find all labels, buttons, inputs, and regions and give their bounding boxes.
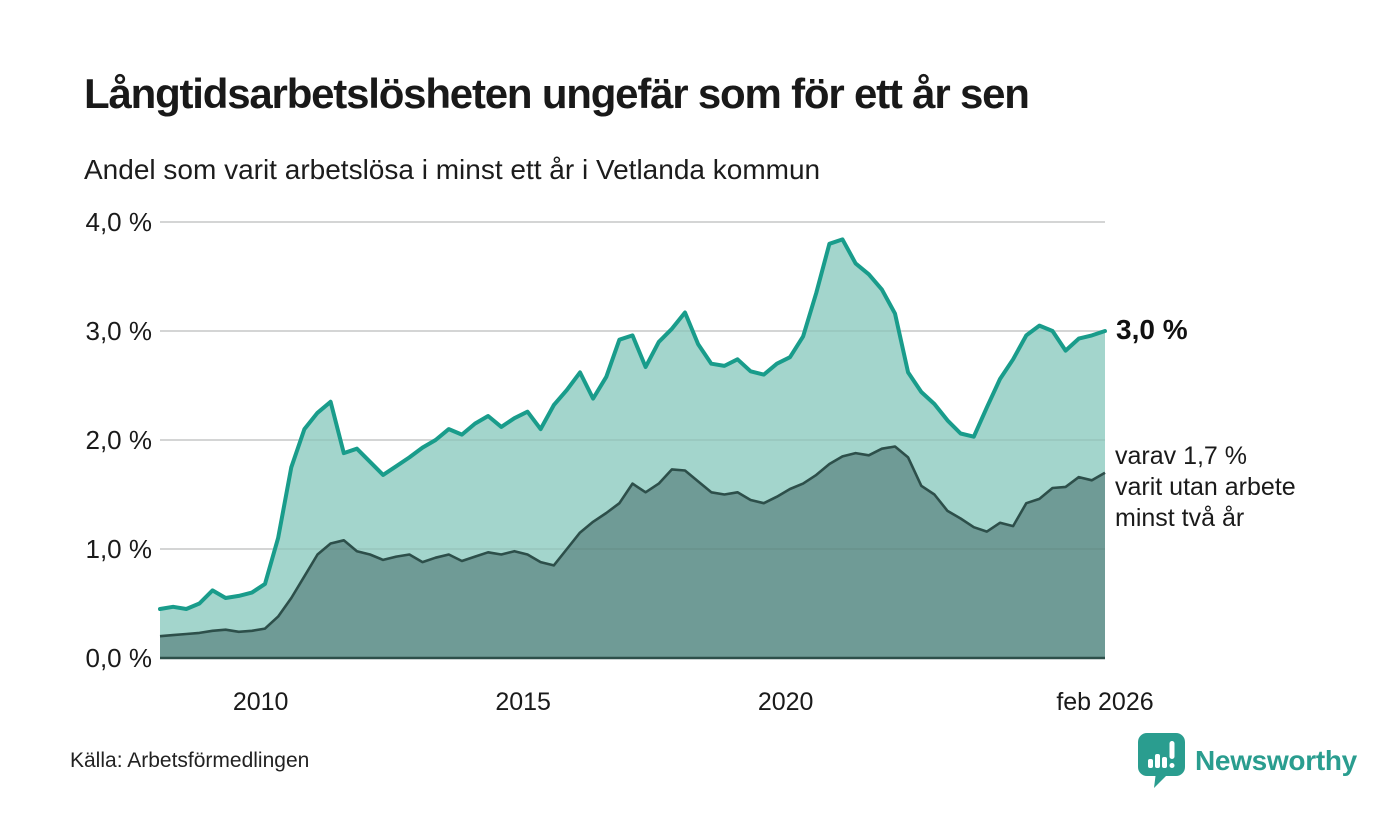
bar-chart-glyph (1148, 741, 1175, 768)
x-axis-tick-label: 2020 (757, 688, 814, 716)
area-unemployed-two-years (160, 446, 1105, 658)
page-title: Långtidsarbetslösheten ungefär som för e… (84, 70, 1030, 117)
newsworthy-logo: Newsworthy (1138, 733, 1357, 788)
x-axis-tick-label: 2015 (495, 688, 551, 716)
latest-value-label: 3,0 % (1116, 314, 1188, 345)
secondary-series-annotation: varav 1,7 % varit utan arbete minst två … (1115, 441, 1296, 534)
exclamation-stem (1169, 741, 1175, 759)
y-axis-tick-label: 1,0 % (85, 534, 153, 564)
y-axis-tick-label: 4,0 % (85, 207, 153, 237)
x-axis-tick-label: feb 2026 (1056, 688, 1154, 716)
y-axis-tick-label: 3,0 % (85, 316, 153, 346)
newsworthy-wordmark: Newsworthy (1195, 744, 1357, 776)
line-unemployed-two-years (159, 445, 1106, 638)
exclamation-dot (1169, 763, 1175, 768)
newsworthy-icon (1138, 733, 1185, 788)
line-unemployed-one-year (158, 237, 1107, 611)
y-axis-tick-label: 2,0 % (85, 425, 153, 455)
y-axis-tick-label: 0,0 % (85, 643, 153, 673)
x-axis-tick-label: 2010 (232, 688, 289, 716)
secondary-annotation-line-2: varit utan arbete (1115, 473, 1296, 501)
secondary-annotation-line-1: varav 1,7 % (1115, 442, 1248, 470)
secondary-annotation-line-3: minst två år (1115, 504, 1245, 532)
source-caption: Källa: Arbetsförmedlingen (70, 749, 310, 772)
chart-subtitle: Andel som varit arbetslösa i minst ett å… (84, 154, 821, 185)
